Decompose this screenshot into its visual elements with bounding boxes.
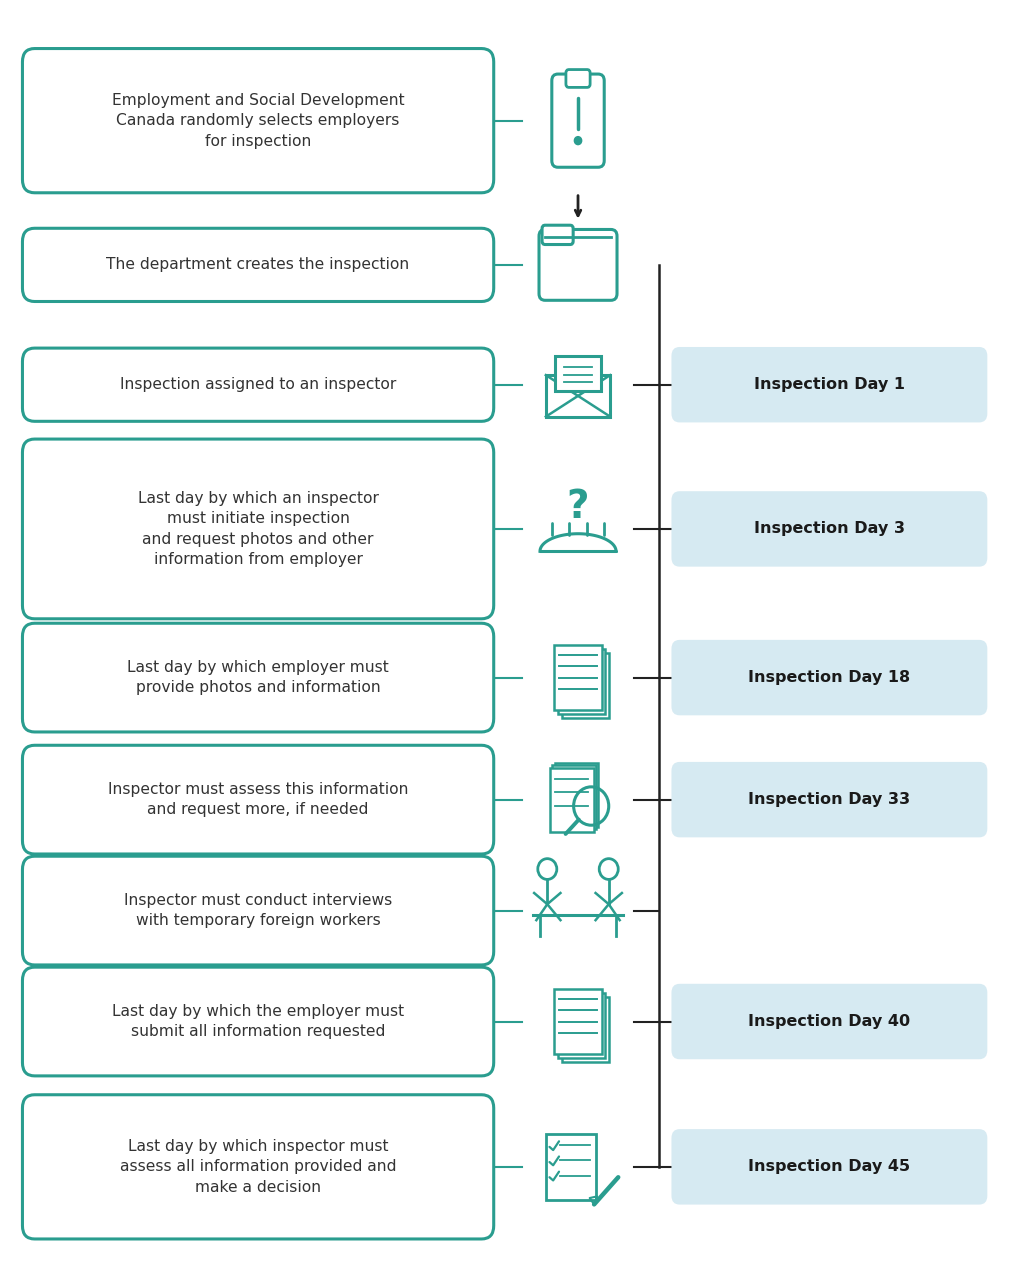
FancyBboxPatch shape (23, 348, 494, 422)
Text: Last day by which an inspector
must initiate inspection
and request photos and o: Last day by which an inspector must init… (137, 491, 379, 567)
FancyBboxPatch shape (552, 765, 596, 829)
FancyBboxPatch shape (672, 984, 987, 1059)
Text: Inspection Day 1: Inspection Day 1 (754, 377, 905, 392)
Circle shape (574, 136, 582, 145)
FancyBboxPatch shape (672, 347, 987, 423)
FancyBboxPatch shape (23, 48, 494, 193)
Text: Inspection Day 3: Inspection Day 3 (754, 521, 905, 536)
FancyBboxPatch shape (555, 356, 600, 391)
FancyBboxPatch shape (23, 228, 494, 302)
FancyBboxPatch shape (550, 767, 594, 832)
Text: Inspector must conduct interviews
with temporary foreign workers: Inspector must conduct interviews with t… (124, 893, 392, 929)
FancyBboxPatch shape (672, 1129, 987, 1205)
Text: Inspection Day 33: Inspection Day 33 (749, 793, 910, 808)
FancyBboxPatch shape (23, 1094, 494, 1239)
FancyBboxPatch shape (546, 375, 610, 416)
FancyBboxPatch shape (672, 491, 987, 567)
FancyBboxPatch shape (558, 649, 605, 714)
FancyBboxPatch shape (552, 74, 604, 168)
FancyBboxPatch shape (23, 623, 494, 732)
Text: Inspection Day 45: Inspection Day 45 (749, 1160, 910, 1175)
FancyBboxPatch shape (555, 764, 598, 827)
FancyBboxPatch shape (23, 746, 494, 854)
FancyBboxPatch shape (23, 439, 494, 618)
FancyBboxPatch shape (539, 230, 617, 300)
FancyBboxPatch shape (542, 225, 573, 245)
Text: The department creates the inspection: The department creates the inspection (106, 257, 410, 273)
Text: Last day by which the employer must
submit all information requested: Last day by which the employer must subm… (112, 1003, 404, 1039)
Text: Inspection Day 18: Inspection Day 18 (749, 670, 910, 685)
Text: Inspector must assess this information
and request more, if needed: Inspector must assess this information a… (108, 782, 409, 818)
FancyBboxPatch shape (561, 997, 609, 1063)
FancyBboxPatch shape (561, 652, 609, 718)
FancyBboxPatch shape (566, 69, 590, 87)
FancyBboxPatch shape (558, 993, 605, 1059)
FancyBboxPatch shape (672, 640, 987, 716)
Text: Employment and Social Development
Canada randomly selects employers
for inspecti: Employment and Social Development Canada… (112, 93, 404, 149)
FancyBboxPatch shape (554, 645, 602, 711)
FancyBboxPatch shape (546, 1135, 596, 1200)
Text: Inspection Day 40: Inspection Day 40 (749, 1015, 910, 1029)
FancyBboxPatch shape (672, 762, 987, 838)
Text: ?: ? (566, 487, 589, 525)
FancyBboxPatch shape (23, 856, 494, 965)
Text: Last day by which employer must
provide photos and information: Last day by which employer must provide … (127, 660, 389, 695)
Text: Last day by which inspector must
assess all information provided and
make a deci: Last day by which inspector must assess … (120, 1140, 396, 1195)
FancyBboxPatch shape (23, 967, 494, 1076)
FancyBboxPatch shape (554, 988, 602, 1054)
Text: Inspection assigned to an inspector: Inspection assigned to an inspector (120, 377, 396, 392)
